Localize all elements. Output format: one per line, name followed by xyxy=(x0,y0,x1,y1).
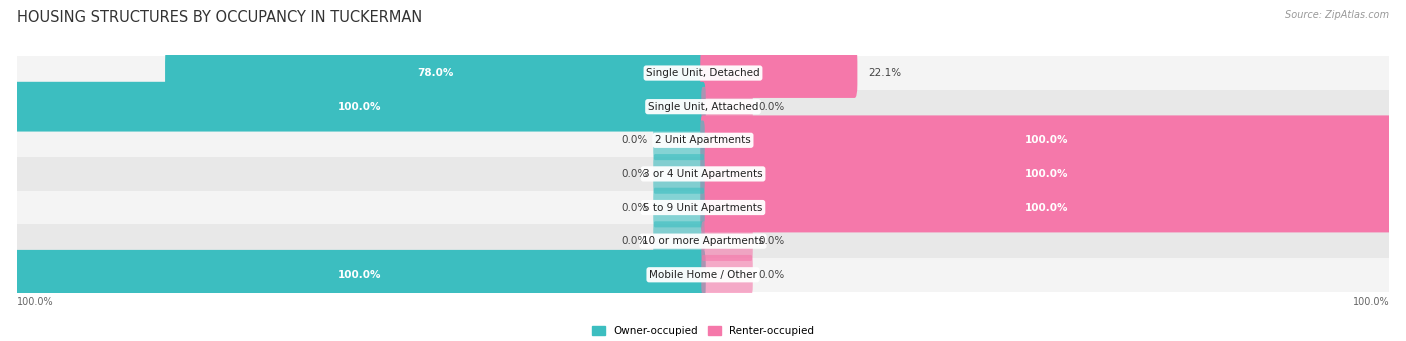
FancyBboxPatch shape xyxy=(700,149,1392,199)
Text: 100.0%: 100.0% xyxy=(1025,203,1067,212)
Text: 10 or more Apartments: 10 or more Apartments xyxy=(643,236,763,246)
Text: 100.0%: 100.0% xyxy=(1353,297,1389,307)
Text: 0.0%: 0.0% xyxy=(621,236,648,246)
Text: 22.1%: 22.1% xyxy=(869,68,901,78)
Bar xyxy=(17,191,1389,224)
Bar xyxy=(17,90,1389,123)
Text: Mobile Home / Other: Mobile Home / Other xyxy=(650,270,756,280)
FancyBboxPatch shape xyxy=(14,82,706,132)
Text: 0.0%: 0.0% xyxy=(621,203,648,212)
FancyBboxPatch shape xyxy=(702,255,752,295)
Text: 0.0%: 0.0% xyxy=(621,169,648,179)
Text: 100.0%: 100.0% xyxy=(339,270,381,280)
FancyBboxPatch shape xyxy=(700,183,1392,233)
Text: Single Unit, Detached: Single Unit, Detached xyxy=(647,68,759,78)
FancyBboxPatch shape xyxy=(702,221,752,261)
Bar xyxy=(17,258,1389,292)
Text: 100.0%: 100.0% xyxy=(1025,135,1067,145)
Bar xyxy=(17,224,1389,258)
Text: HOUSING STRUCTURES BY OCCUPANCY IN TUCKERMAN: HOUSING STRUCTURES BY OCCUPANCY IN TUCKE… xyxy=(17,10,422,25)
Bar xyxy=(17,123,1389,157)
Legend: Owner-occupied, Renter-occupied: Owner-occupied, Renter-occupied xyxy=(588,322,818,341)
Text: 78.0%: 78.0% xyxy=(418,68,454,78)
Text: 5 to 9 Unit Apartments: 5 to 9 Unit Apartments xyxy=(644,203,762,212)
FancyBboxPatch shape xyxy=(654,188,704,227)
Text: 0.0%: 0.0% xyxy=(758,102,785,112)
Bar xyxy=(17,56,1389,90)
Text: Single Unit, Attached: Single Unit, Attached xyxy=(648,102,758,112)
FancyBboxPatch shape xyxy=(654,120,704,160)
Bar xyxy=(17,157,1389,191)
Text: Source: ZipAtlas.com: Source: ZipAtlas.com xyxy=(1285,10,1389,20)
FancyBboxPatch shape xyxy=(700,48,858,98)
FancyBboxPatch shape xyxy=(165,48,706,98)
FancyBboxPatch shape xyxy=(654,221,704,261)
Text: 0.0%: 0.0% xyxy=(758,236,785,246)
FancyBboxPatch shape xyxy=(14,250,706,300)
Text: 0.0%: 0.0% xyxy=(758,270,785,280)
Text: 3 or 4 Unit Apartments: 3 or 4 Unit Apartments xyxy=(643,169,763,179)
Text: 100.0%: 100.0% xyxy=(1025,169,1067,179)
FancyBboxPatch shape xyxy=(702,87,752,127)
FancyBboxPatch shape xyxy=(700,115,1392,165)
Text: 0.0%: 0.0% xyxy=(621,135,648,145)
FancyBboxPatch shape xyxy=(654,154,704,194)
Text: 2 Unit Apartments: 2 Unit Apartments xyxy=(655,135,751,145)
Text: 100.0%: 100.0% xyxy=(339,102,381,112)
Text: 100.0%: 100.0% xyxy=(17,297,53,307)
